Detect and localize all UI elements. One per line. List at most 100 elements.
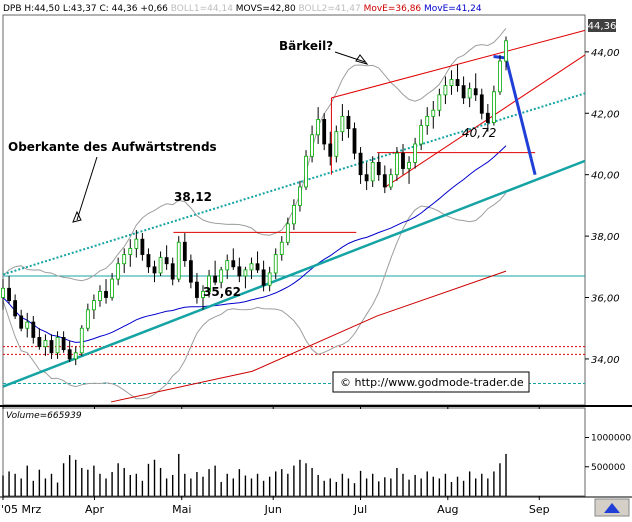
candle-body — [491, 91, 496, 123]
annotation-uptrend-top: Oberkante des Aufwärtstrends — [8, 140, 217, 154]
y-tick-label: 44,00 — [591, 48, 620, 59]
x-tick-label: Sep — [529, 503, 550, 516]
candle-body — [504, 40, 508, 62]
chart-header: DPB H:44,50 L:43,37 C: 44,36 +0,66 BOLL1… — [3, 4, 482, 14]
candle-body — [55, 337, 60, 354]
candle-body — [140, 238, 145, 255]
header-stat-5: BOLL2=41,47 — [299, 4, 364, 14]
y-tick-label: 34,00 — [591, 355, 620, 366]
wedge-lower-line — [385, 54, 586, 188]
candle-body — [279, 241, 284, 255]
candle-body — [207, 275, 211, 292]
bollinger-lower-band — [2, 192, 507, 400]
last-price-label: 44,36 — [588, 21, 617, 32]
candle-body — [79, 327, 84, 354]
candle-body — [134, 238, 139, 249]
volume-label: Volume=665939 — [6, 411, 82, 421]
candle-body — [376, 162, 381, 176]
candle-body — [110, 278, 114, 298]
candle-body — [407, 162, 411, 169]
candle-body — [346, 115, 351, 130]
header-stat-4: MOVS=42,80 — [236, 4, 299, 14]
source-box — [332, 371, 530, 393]
candle-body — [61, 337, 66, 351]
y-axis: 44,00 42,00 40,00 38,00 36,00 34,00 — [585, 48, 620, 366]
x-tick-label: Apr — [85, 503, 105, 516]
candle-body — [352, 128, 357, 154]
candle-body — [158, 257, 163, 274]
candle-body — [328, 143, 333, 157]
candle-body — [19, 315, 24, 329]
candle-body — [1, 287, 5, 298]
candle-body — [31, 321, 36, 338]
candle-body — [316, 119, 321, 136]
candle-body — [92, 300, 96, 311]
candles — [1, 36, 508, 366]
candle-body — [225, 260, 230, 271]
movs-line — [2, 145, 507, 343]
x-tick-label: Aug — [437, 503, 458, 516]
candle-body — [243, 269, 248, 277]
annotation-38-12: 38,12 — [174, 190, 212, 204]
candle-body — [261, 269, 266, 286]
candle-body — [370, 162, 375, 182]
candle-body — [449, 79, 454, 87]
header-stat-3: BOLL1=44,14 — [171, 4, 236, 14]
candle-body — [498, 60, 502, 93]
candle-body — [467, 88, 472, 99]
annotation-arrow — [76, 156, 98, 221]
x-tick-label: '05 Mrz — [1, 503, 42, 516]
candle-body — [298, 186, 302, 206]
candle-body — [201, 290, 205, 298]
candle-body — [49, 340, 54, 354]
candle-body — [431, 109, 436, 117]
volume-tick-label: 1000000 — [591, 434, 631, 444]
x-tick-label: Mai — [172, 503, 191, 516]
annotations: Oberkante des Aufwärtstrends Bärkeil? 38,1… — [8, 39, 496, 299]
mov-e-long-line — [110, 270, 507, 403]
candle-body — [437, 94, 442, 111]
header-stat-1: C: 44,36 — [100, 4, 138, 14]
candle-body — [304, 155, 308, 188]
candle-body — [128, 247, 133, 255]
annotation-arrowhead — [355, 54, 369, 65]
candle-body — [213, 275, 218, 283]
candle-body — [249, 263, 254, 271]
candle-body — [322, 119, 327, 145]
annotation-35-62: 35,62 — [203, 285, 241, 299]
y-tick-label: 42,00 — [591, 109, 620, 120]
candle-body — [443, 85, 448, 96]
y-tick-label: 38,00 — [591, 232, 620, 243]
candle-body — [285, 223, 290, 243]
wedge-upper-line — [331, 29, 586, 99]
candle-body — [340, 115, 345, 133]
candle-body — [388, 174, 393, 188]
candle-body — [37, 337, 42, 348]
candle-body — [485, 112, 490, 123]
bollinger-upper-band — [2, 27, 507, 282]
candle-body — [170, 263, 175, 280]
uptrend-line — [2, 159, 586, 388]
y-tick-label: 40,00 — [591, 171, 620, 182]
header-stat-6: MovE=36,86 — [364, 4, 424, 14]
annotation-40-72: 40,72 — [462, 126, 496, 140]
candle-body — [310, 134, 314, 157]
annotation-bear-wedge: Bärkeil? — [279, 39, 333, 53]
candle-body — [455, 79, 460, 87]
annotation-arrow — [334, 51, 366, 63]
indicator-lines — [2, 27, 586, 403]
candle-body — [98, 290, 102, 301]
header-stat-7: MovE=41,24 — [424, 4, 482, 14]
candle-body — [104, 290, 108, 298]
candle-body — [419, 125, 424, 145]
x-tick-label: Jun — [264, 503, 282, 516]
candle-body — [382, 174, 387, 188]
x-tick-label: Jul — [353, 503, 367, 516]
candle-body — [182, 241, 187, 262]
candle-body — [473, 88, 478, 96]
candle-body — [231, 260, 236, 268]
candle-body — [334, 131, 339, 157]
candle-body — [273, 254, 278, 274]
